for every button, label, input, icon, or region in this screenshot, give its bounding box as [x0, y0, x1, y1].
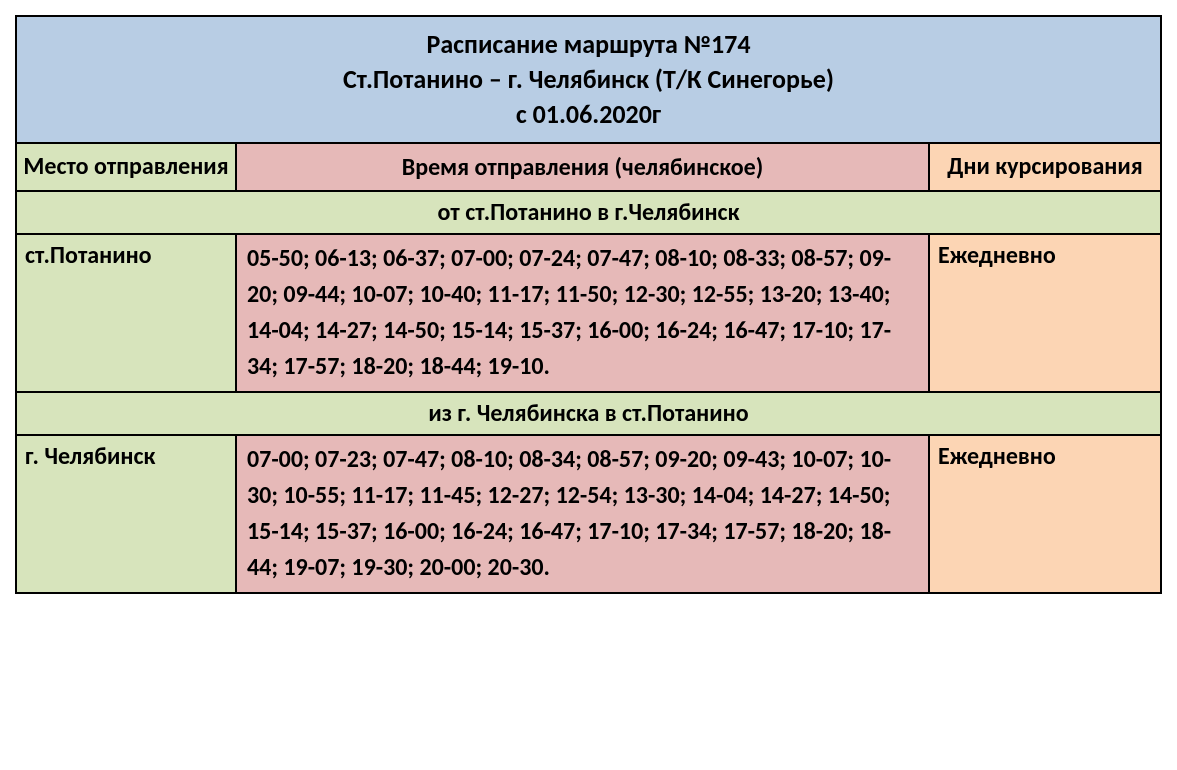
departure-place-1: ст.Потанино — [17, 235, 237, 391]
header-departure-time: Время отправления (челябинское) — [237, 144, 930, 190]
section-header-2: из г. Челябинска в ст.Потанино — [17, 393, 1160, 436]
column-headers-row: Место отправления Время отправления (чел… — [17, 144, 1160, 192]
departure-times-2: 07-00; 07-23; 07-47; 08-10; 08-34; 08-57… — [237, 436, 930, 592]
header-departure-place: Место отправления — [17, 144, 237, 190]
days-2: Ежедневно — [930, 436, 1160, 592]
header-days: Дни курсирования — [930, 144, 1160, 190]
days-1: Ежедневно — [930, 235, 1160, 391]
title-line-3: с 01.06.2020г — [17, 97, 1160, 132]
schedule-table: Расписание маршрута №174 Ст.Потанино – г… — [15, 15, 1162, 594]
title-block: Расписание маршрута №174 Ст.Потанино – г… — [17, 17, 1160, 144]
title-line-2: Ст.Потанино – г. Челябинск (Т/К Синегорь… — [17, 62, 1160, 97]
section-header-1: от ст.Потанино в г.Челябинск — [17, 192, 1160, 235]
departure-place-2: г. Челябинск — [17, 436, 237, 592]
title-line-1: Расписание маршрута №174 — [17, 27, 1160, 62]
departure-times-1: 05-50; 06-13; 06-37; 07-00; 07-24; 07-47… — [237, 235, 930, 391]
data-row-1: ст.Потанино 05-50; 06-13; 06-37; 07-00; … — [17, 235, 1160, 393]
data-row-2: г. Челябинск 07-00; 07-23; 07-47; 08-10;… — [17, 436, 1160, 592]
